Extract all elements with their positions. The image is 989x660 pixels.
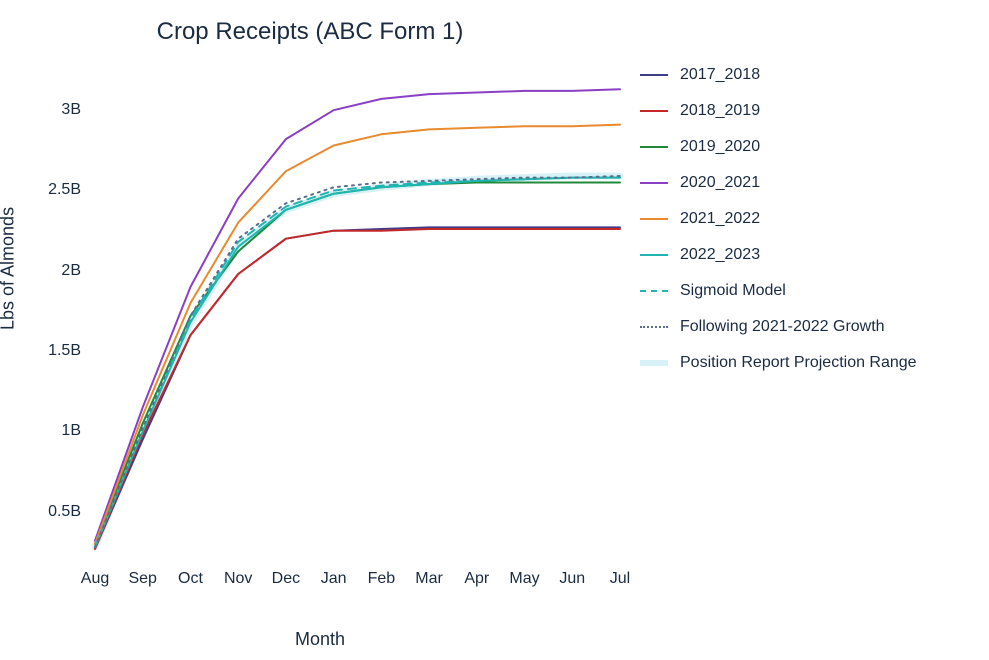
x-axis-label: Month	[0, 629, 640, 650]
legend-swatch	[640, 141, 668, 153]
y-tick: 1.5B	[48, 342, 81, 360]
legend-swatch	[640, 105, 668, 117]
legend-label: Following 2021-2022 Growth	[680, 318, 885, 336]
legend-item[interactable]: 2020_2021	[640, 172, 917, 194]
y-tick: 0.5B	[48, 503, 81, 521]
legend-item[interactable]: Following 2021-2022 Growth	[640, 316, 917, 338]
series-line	[95, 89, 620, 540]
y-tick: 3B	[61, 101, 81, 119]
x-tick: Jun	[559, 570, 585, 588]
legend-label: 2021_2022	[680, 210, 760, 228]
legend-label: Position Report Projection Range	[680, 354, 917, 372]
legend-label: 2018_2019	[680, 102, 760, 120]
x-tick: Aug	[81, 570, 109, 588]
legend-item[interactable]: Position Report Projection Range	[640, 352, 917, 374]
legend-item[interactable]: 2017_2018	[640, 64, 917, 86]
series-line	[95, 178, 620, 547]
legend-swatch	[640, 249, 668, 261]
x-tick: Jul	[610, 570, 630, 588]
x-tick: Nov	[224, 570, 252, 588]
x-tick: May	[509, 570, 539, 588]
plot-svg	[95, 70, 620, 560]
legend: 2017_2018 2018_2019 2019_2020 2020_2021 2021…	[640, 64, 917, 388]
legend-label: Sigmoid Model	[680, 282, 786, 300]
y-tick: 1B	[61, 422, 81, 440]
x-tick: Feb	[368, 570, 396, 588]
legend-item[interactable]: Sigmoid Model	[640, 280, 917, 302]
legend-swatch	[640, 357, 668, 369]
legend-swatch	[640, 177, 668, 189]
legend-item[interactable]: 2022_2023	[640, 244, 917, 266]
legend-item[interactable]: 2018_2019	[640, 100, 917, 122]
legend-swatch	[640, 69, 668, 81]
legend-label: 2019_2020	[680, 138, 760, 156]
legend-label: 2017_2018	[680, 66, 760, 84]
legend-swatch	[640, 213, 668, 225]
plot-area: 0.5B1B1.5B2B2.5B3BAugSepOctNovDecJanFebM…	[95, 70, 620, 560]
legend-swatch	[640, 321, 668, 333]
legend-item[interactable]: 2021_2022	[640, 208, 917, 230]
x-tick: Dec	[272, 570, 300, 588]
x-tick: Apr	[464, 570, 489, 588]
chart-container: Crop Receipts (ABC Form 1) Lbs of Almond…	[0, 0, 989, 660]
legend-swatch	[640, 285, 668, 297]
x-tick: Sep	[128, 570, 156, 588]
series-line	[95, 227, 620, 548]
legend-item[interactable]: 2019_2020	[640, 136, 917, 158]
x-tick: Mar	[415, 570, 443, 588]
chart-title: Crop Receipts (ABC Form 1)	[0, 18, 620, 46]
legend-label: 2022_2023	[680, 246, 760, 264]
y-tick: 2.5B	[48, 181, 81, 199]
x-tick: Oct	[178, 570, 203, 588]
y-tick: 2B	[61, 262, 81, 280]
x-tick: Jan	[321, 570, 347, 588]
series-line	[95, 229, 620, 549]
y-axis-label: Lbs of Almonds	[0, 207, 19, 330]
legend-label: 2020_2021	[680, 174, 760, 192]
